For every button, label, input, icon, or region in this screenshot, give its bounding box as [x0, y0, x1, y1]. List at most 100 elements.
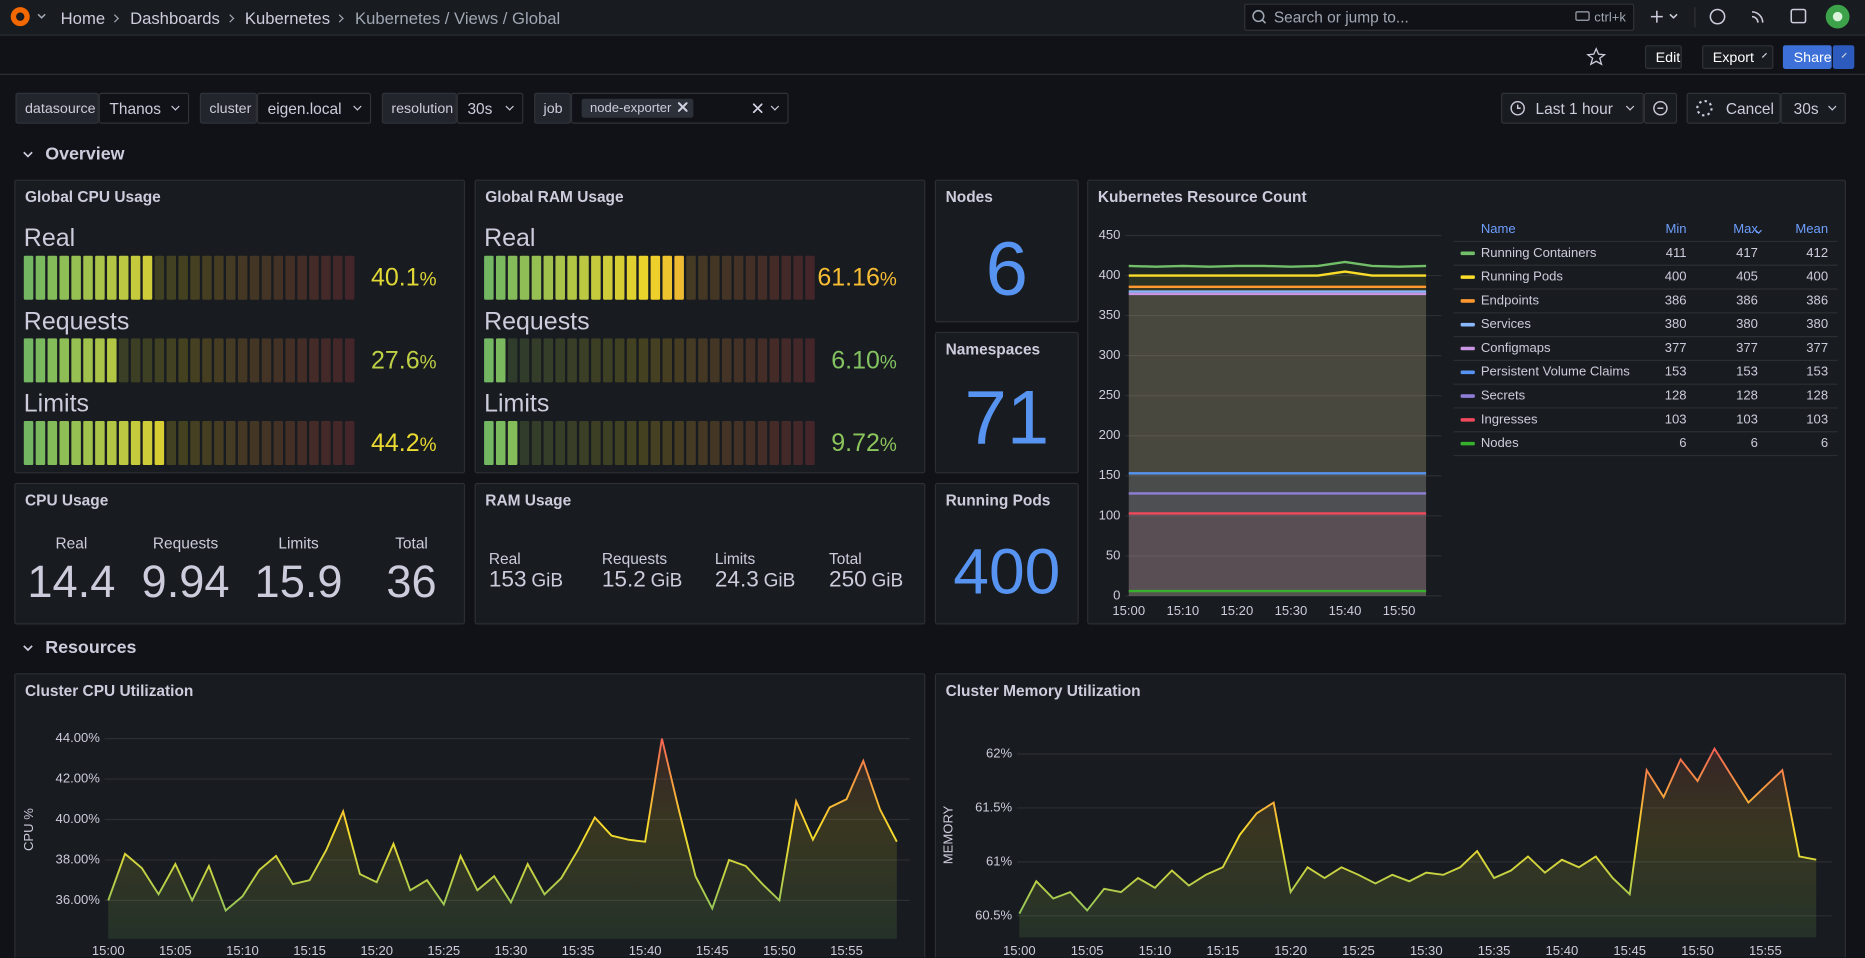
variable-label: resolution [381, 92, 457, 124]
search-placeholder: Search or jump to... [1273, 8, 1409, 27]
variable-label: cluster [199, 92, 257, 124]
ram-usage-number: 250 [829, 567, 867, 593]
panel-title: CPU Usage [24, 491, 109, 510]
breadcrumb: Kubernetes / Views / Global [355, 8, 561, 28]
variable-chip: node-exporter [581, 98, 693, 118]
chevron-icon [171, 102, 180, 111]
panel-title: Namespaces [945, 340, 1041, 359]
ram-usage-unit: GiB [531, 570, 564, 592]
edit-button-label: Edit [1655, 48, 1681, 66]
gauge-value-number: 9.72 [831, 429, 880, 457]
variable-label-text: job [543, 99, 563, 117]
gauge-value-unit: % [419, 269, 437, 291]
chevron-icon [1761, 52, 1767, 58]
variable-select[interactable]: node-exporter [570, 92, 789, 124]
ram-usage-number: 153 [488, 567, 527, 593]
chevron-icon [1828, 102, 1837, 111]
ram-usage-value: 153 GiB [489, 567, 563, 593]
panel-title: Cluster CPU Utilization [24, 681, 194, 700]
row-title[interactable]: Overview [45, 143, 125, 165]
variable-label: datasource [15, 92, 99, 124]
variable-label-text: cluster [209, 99, 252, 117]
cpu-usage-value: 36 [386, 557, 437, 608]
breadcrumb[interactable]: Kubernetes [244, 8, 331, 28]
breadcrumb[interactable]: Home [60, 8, 106, 28]
gauge-value: 27.6% [371, 347, 437, 378]
chevron-icon [505, 102, 514, 111]
clear-icon[interactable] [752, 103, 763, 113]
gauge-value: 61.16% [817, 264, 896, 295]
time-range-picker[interactable]: Last 1 hour [1501, 92, 1644, 124]
ram-usage-number: 24.3 [714, 567, 759, 593]
refresh-picker[interactable]: 30s [1780, 92, 1846, 124]
stat-value: 71 [964, 374, 1050, 460]
variable-select[interactable]: 30s [456, 92, 524, 124]
search-box[interactable]: Search or jump to... ctrl+k [1244, 3, 1635, 31]
row-chevron [23, 151, 33, 158]
breadcrumb[interactable]: Dashboards [130, 8, 220, 28]
panel: Kubernetes Resource Count [1087, 179, 1846, 625]
chip-remove-icon[interactable] [677, 102, 687, 112]
ram-usage-label: Requests [601, 549, 668, 568]
ram-usage-number: 15.2 [601, 567, 646, 593]
gauge-label: Requests [23, 307, 130, 335]
gauge-value-number: 6.10 [831, 346, 880, 375]
ram-usage-label: Real [488, 549, 521, 568]
variable-select[interactable]: eigen.local [256, 92, 372, 124]
zoom-out-button[interactable] [1643, 92, 1678, 124]
gauge-label: Limits [23, 390, 90, 418]
share-button[interactable]: Share [1782, 45, 1832, 69]
gauge-value: 9.72% [831, 429, 897, 460]
cpu-usage-label: Requests [152, 534, 219, 552]
gauge-value-number: 61.16 [817, 264, 880, 292]
export-button-label: Export [1712, 48, 1755, 66]
panel-title: Global CPU Usage [24, 187, 161, 206]
share-dropdown[interactable] [1832, 45, 1855, 69]
variable-select[interactable]: Thanos [98, 92, 190, 124]
panel: CPU Usage Real 14.4 Requests 9.94 Limits 15.9 T… [14, 482, 466, 625]
cpu-usage-label: Limits [278, 534, 319, 552]
gauge-value: 44.2% [371, 429, 437, 460]
search-shortcut: ctrl+k [1594, 10, 1626, 25]
stat-value: 400 [953, 535, 1061, 608]
edit-button[interactable]: Edit [1644, 45, 1682, 69]
ram-usage-value: 24.3 GiB [715, 567, 795, 593]
panel: Global RAM Usage Real 61.16% Requests 6.10% L… [474, 179, 926, 474]
panel: RAM Usage Real 153 GiB Requests 15.2 GiB Limits… [474, 482, 926, 625]
variable-value: eigen.local [267, 99, 342, 118]
variable-value: Thanos [109, 99, 162, 118]
variable-label-text: datasource [24, 99, 96, 117]
gauge-value: 40.1% [371, 264, 437, 295]
ram-usage-unit: GiB [650, 570, 683, 592]
gauge-value-unit: % [879, 352, 897, 373]
gauge-label: Limits [484, 390, 550, 418]
export-button[interactable]: Export [1702, 45, 1774, 69]
share-button-label: Share [1793, 48, 1832, 66]
cancel-label: Cancel [1725, 99, 1774, 118]
cancel-button[interactable]: Cancel [1686, 92, 1781, 124]
cpu-usage-label: Real [55, 534, 88, 552]
gauge-value-unit: % [879, 269, 897, 291]
cpu-usage-value: 9.94 [141, 557, 230, 608]
panel-title: Global RAM Usage [485, 187, 624, 206]
variable-label: job [534, 92, 571, 124]
row-title[interactable]: Resources [45, 637, 137, 658]
panel: Namespaces 71 [934, 331, 1079, 474]
ram-usage-label: Total [829, 549, 862, 568]
panel: Cluster CPU Utilization [14, 673, 926, 958]
panel: Cluster Memory Utilization [934, 673, 1846, 958]
panel: Nodes 6 [934, 179, 1079, 323]
row-chevron [23, 645, 33, 652]
breadcrumbs: Home Dashboards Kubernetes Kubernetes / Vie… [61, 0, 561, 36]
chevron-icon [353, 102, 362, 111]
gauge-value-unit: % [419, 352, 437, 373]
gauge-value-unit: % [879, 435, 897, 456]
panel-title: Running Pods [945, 491, 1051, 510]
variable-chip-text: node-exporter [589, 101, 672, 116]
gauge-value-number: 40.1 [370, 264, 420, 292]
toolbar [0, 36, 1865, 75]
ram-usage-value: 15.2 GiB [602, 567, 682, 593]
breadcrumb-separator [111, 14, 120, 23]
chevron-icon [1625, 102, 1635, 111]
